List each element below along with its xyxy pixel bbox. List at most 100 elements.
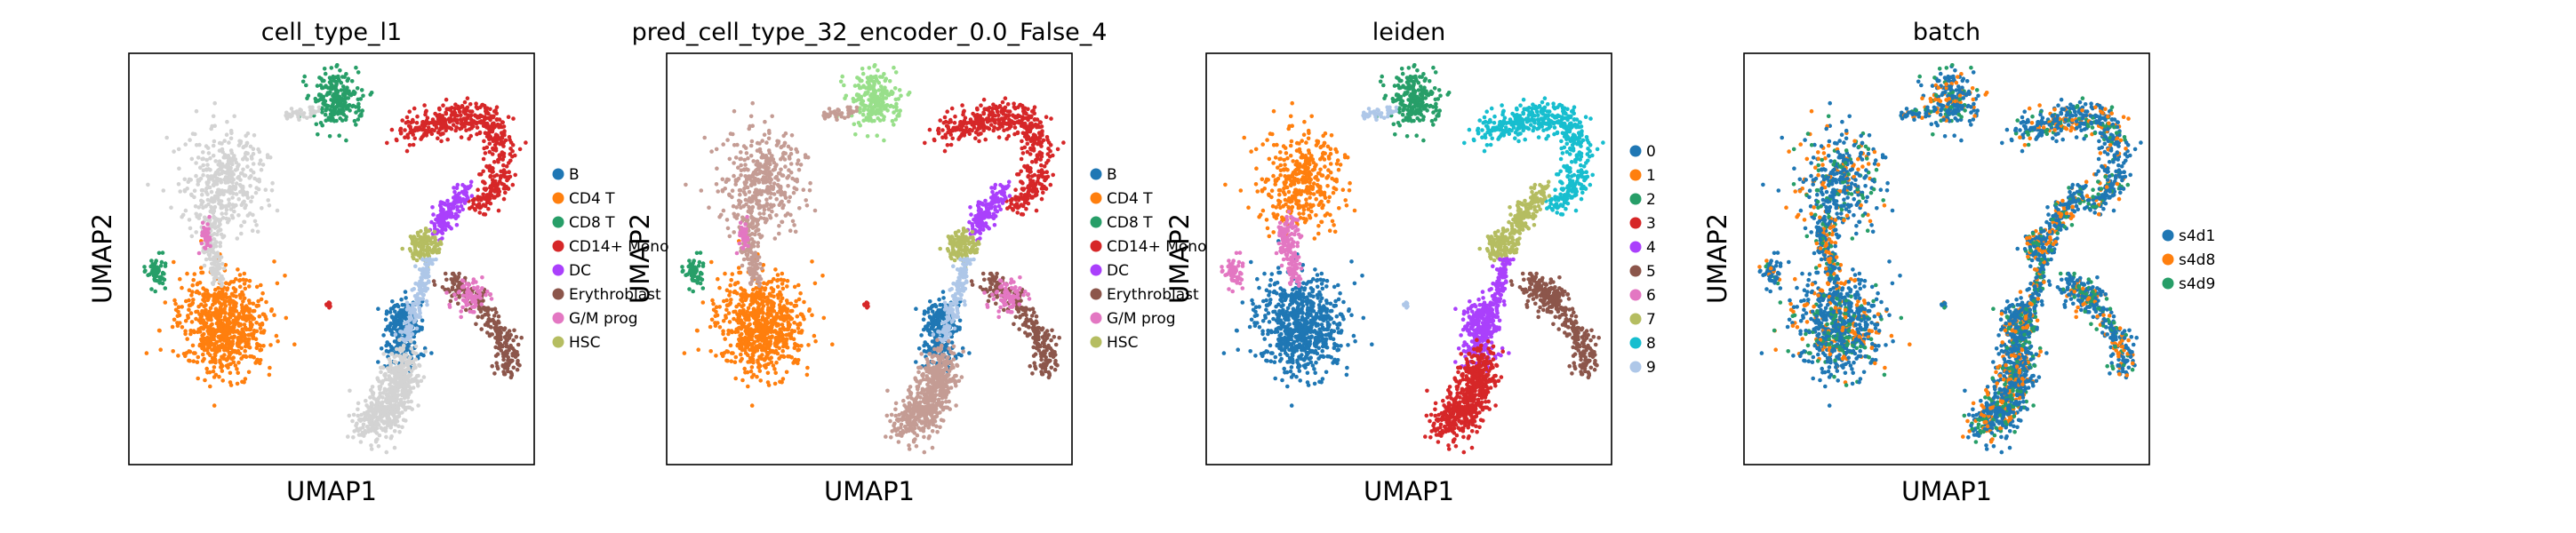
data-point [342, 89, 348, 94]
data-point [293, 110, 298, 115]
data-point [768, 195, 772, 200]
data-point [481, 179, 485, 184]
data-point [405, 304, 411, 309]
data-point [212, 337, 216, 342]
data-point [224, 203, 228, 209]
data-point [244, 203, 248, 208]
data-point [445, 198, 450, 203]
data-point [455, 204, 460, 210]
data-point [338, 68, 342, 73]
data-point [268, 365, 272, 370]
data-point [426, 270, 430, 275]
data-point [717, 285, 722, 290]
data-point [202, 263, 207, 268]
data-point [505, 344, 510, 349]
data-point [507, 135, 512, 139]
data-point [764, 218, 769, 223]
data-point [247, 284, 252, 289]
data-point [462, 189, 467, 194]
data-point [172, 259, 176, 265]
data-point [187, 307, 191, 313]
data-point [182, 188, 188, 194]
data-point [205, 174, 210, 179]
data-point [727, 320, 732, 324]
data-point [189, 320, 195, 324]
data-point [222, 301, 227, 306]
data-point [227, 320, 231, 325]
data-point [402, 370, 407, 375]
data-point [499, 337, 503, 342]
data-point [751, 159, 756, 163]
data-point [404, 300, 410, 306]
data-point [803, 153, 808, 157]
legend-label: CD4 T [569, 190, 615, 208]
data-point [476, 187, 480, 192]
data-point [215, 264, 220, 269]
data-point [802, 299, 806, 305]
data-point [142, 269, 148, 274]
data-point [236, 314, 241, 319]
data-point [813, 338, 818, 344]
data-point [221, 356, 226, 362]
data-point [440, 231, 445, 235]
data-point [210, 322, 214, 327]
data-point [268, 343, 273, 347]
data-point [355, 86, 360, 91]
data-point [207, 253, 212, 258]
data-point [403, 290, 408, 294]
data-point [243, 344, 248, 349]
data-point [436, 214, 440, 219]
data-point [790, 219, 796, 224]
data-point [479, 204, 484, 209]
data-point [176, 147, 181, 152]
data-point [260, 322, 265, 327]
data-point [732, 143, 737, 147]
data-point [782, 141, 788, 146]
data-point [227, 218, 231, 223]
data-point [186, 315, 190, 321]
data-point [455, 214, 460, 219]
data-point [242, 219, 247, 225]
data-point [254, 284, 260, 290]
data-point [213, 306, 219, 312]
data-point [258, 361, 262, 366]
data-point [215, 298, 220, 303]
data-point [757, 283, 762, 289]
data-point [461, 284, 466, 290]
data-point [255, 229, 260, 235]
data-point [516, 342, 521, 347]
data-point [227, 140, 231, 145]
data-point [430, 205, 435, 210]
data-point [222, 347, 228, 352]
data-point [414, 326, 420, 331]
data-point [407, 332, 412, 338]
data-point [787, 168, 791, 172]
data-point [196, 251, 202, 256]
data-point [778, 171, 782, 176]
data-point [201, 156, 205, 161]
data-point [385, 140, 389, 146]
data-point [732, 282, 738, 287]
data-point [708, 349, 713, 354]
data-point [484, 187, 489, 191]
data-point [389, 398, 394, 402]
data-point [508, 147, 513, 151]
data-point [748, 175, 753, 180]
data-point [211, 369, 216, 374]
data-point [189, 234, 195, 239]
data-point [154, 266, 158, 271]
data-point [248, 354, 252, 359]
data-point [408, 316, 413, 322]
data-point [230, 195, 235, 200]
data-point [764, 172, 770, 178]
data-point [315, 84, 320, 88]
data-point [468, 113, 474, 118]
data-point [228, 312, 233, 316]
data-point [205, 163, 210, 167]
data-point [478, 309, 484, 314]
data-point [459, 113, 463, 117]
data-point [244, 141, 250, 146]
data-point [450, 205, 455, 210]
data-point [241, 193, 245, 197]
data-point [379, 370, 383, 375]
